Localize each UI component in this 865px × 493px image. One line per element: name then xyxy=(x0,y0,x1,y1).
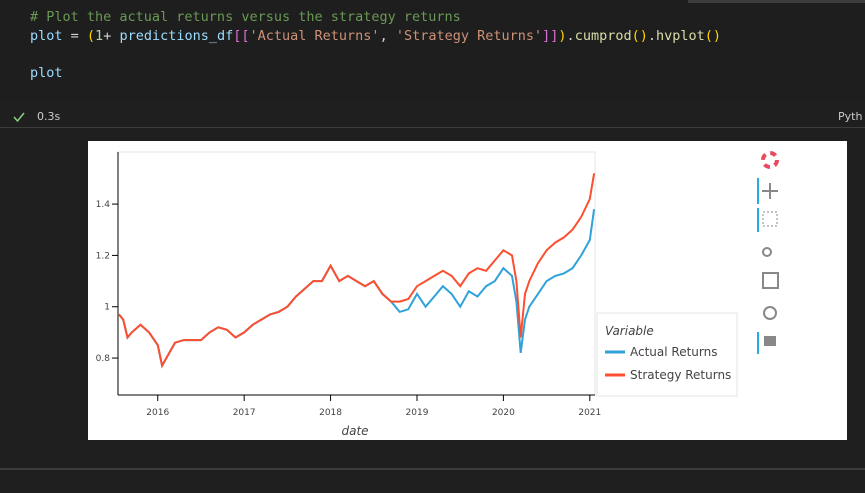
exec-time: 0.3s xyxy=(37,110,61,123)
y-tick-label: 1.4 xyxy=(96,200,111,210)
token: cumprod xyxy=(574,28,632,44)
token: plot xyxy=(30,28,63,44)
legend-label: Strategy Returns xyxy=(630,368,731,382)
token: () xyxy=(704,28,722,44)
x-tick-label: 2016 xyxy=(146,408,169,418)
token: [[ xyxy=(233,28,250,44)
check-icon xyxy=(13,112,25,123)
code-cell[interactable]: # Plot the actual returns versus the str… xyxy=(0,0,865,100)
token: 'Actual Returns' xyxy=(249,28,380,44)
token: ]] xyxy=(542,28,559,44)
code-line: plot = (1+ predictions_df[['Actual Retur… xyxy=(30,28,721,44)
x-tick-label: 2019 xyxy=(406,408,429,418)
y-tick-label: 0.8 xyxy=(96,354,111,364)
token: ( xyxy=(86,28,96,44)
token: () xyxy=(631,28,648,44)
pan-tool[interactable] xyxy=(762,183,778,199)
box-zoom-tool[interactable] xyxy=(762,211,778,227)
toolbar xyxy=(757,151,779,354)
legend-label: Actual Returns xyxy=(630,345,717,359)
legend-title: Variable xyxy=(605,324,654,338)
code-comment: # Plot the actual returns versus the str… xyxy=(30,9,461,25)
kernel-label: Pyth xyxy=(838,110,863,123)
token: predictions_df xyxy=(119,28,234,44)
token: ) xyxy=(558,28,567,44)
logo xyxy=(761,151,779,169)
separator xyxy=(0,127,865,128)
token: . xyxy=(566,28,575,44)
legend xyxy=(596,312,738,397)
y-tick-label: 1.2 xyxy=(96,251,110,261)
hover-tool[interactable] xyxy=(764,336,776,346)
token: = xyxy=(62,28,87,44)
token: + xyxy=(103,28,120,44)
save-tool[interactable] xyxy=(762,272,779,289)
y-tick-label: 1 xyxy=(104,303,110,313)
x-tick-label: 2021 xyxy=(578,408,601,418)
token: 1 xyxy=(95,28,104,44)
wheel-zoom-tool[interactable] xyxy=(762,247,772,257)
token: 'Strategy Returns' xyxy=(395,28,543,44)
series-line xyxy=(118,173,596,369)
token: hvplot xyxy=(656,28,705,44)
reset-tool[interactable] xyxy=(763,306,777,320)
x-tick-label: 2017 xyxy=(233,408,256,418)
token: . xyxy=(647,28,656,44)
x-axis-label: date xyxy=(341,424,368,438)
scroll-hint xyxy=(688,0,865,3)
x-tick-label: 2018 xyxy=(319,408,342,418)
cell-border xyxy=(0,468,865,470)
x-tick-label: 2020 xyxy=(492,408,515,418)
token: , xyxy=(379,28,396,44)
code-result: plot xyxy=(30,65,63,81)
